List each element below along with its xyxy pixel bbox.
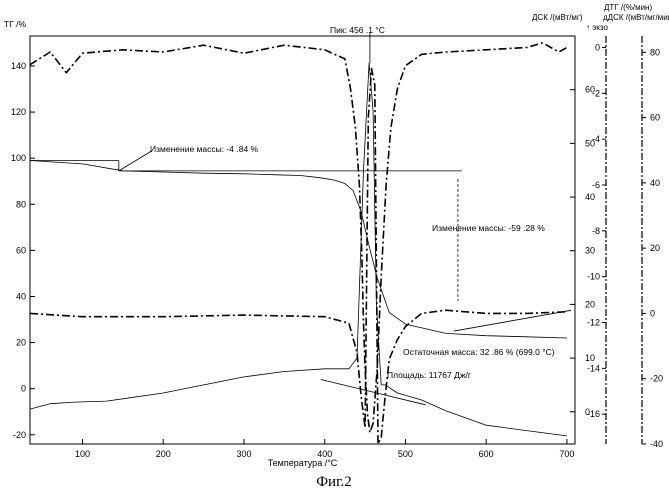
tg-tick-label: 100 bbox=[11, 153, 26, 163]
exo-direction-label: ↑ экзо bbox=[586, 23, 608, 32]
mass-change-2-label: Изменение массы: -59 .28 % bbox=[432, 223, 545, 233]
x-tick-label: 200 bbox=[156, 449, 171, 459]
ddsc-tick-label: 40 bbox=[650, 178, 660, 188]
axes-group: 100200300400500600700Температура /°C-200… bbox=[4, 3, 669, 468]
dtg-tick-label: -12 bbox=[587, 318, 600, 328]
ddsc-tick-label: 20 bbox=[650, 243, 660, 253]
x-tick-label: 600 bbox=[479, 449, 494, 459]
x-tick-label: 300 bbox=[236, 449, 251, 459]
ddsc-tick-label: 0 bbox=[650, 308, 655, 318]
plot-frame bbox=[30, 36, 575, 444]
ddsc-tick-label: 80 bbox=[650, 47, 660, 57]
x-tick-label: 500 bbox=[398, 449, 413, 459]
x-tick-label: 100 bbox=[75, 449, 90, 459]
tg-tick-label: 20 bbox=[16, 338, 26, 348]
residual-mass-label: Остаточная масса: 32 .86 % (699.0 °C) bbox=[403, 347, 555, 357]
tg-tick-label: 0 bbox=[21, 384, 26, 394]
tg-tick-label: 140 bbox=[11, 61, 26, 71]
tg-tick-label: 40 bbox=[16, 291, 26, 301]
dtg-curve bbox=[30, 43, 567, 433]
tg-curve bbox=[30, 161, 567, 339]
dtg-tick-label: -2 bbox=[592, 88, 600, 98]
dsc-tick-label: 40 bbox=[585, 192, 595, 202]
series-group bbox=[30, 43, 567, 444]
tg-tick-label: -20 bbox=[13, 430, 26, 440]
dsc-tick-label: 10 bbox=[585, 353, 595, 363]
ddsc-axis-label: дДСК /(мВт/мг/мин) bbox=[603, 13, 669, 22]
dsc-axis-label: ДСК /(мВт/мг) bbox=[532, 13, 583, 22]
x-tick-label: 700 bbox=[559, 449, 574, 459]
peak-label: Пик: 456 .1 °C bbox=[330, 25, 385, 35]
dsc-tick-label: 30 bbox=[585, 246, 595, 256]
dtg-tick-label: -10 bbox=[587, 272, 600, 282]
tg-tick-label: 120 bbox=[11, 107, 26, 117]
tg-axis-label: ТГ /% bbox=[4, 19, 27, 29]
ddsc-tick-label: -40 bbox=[650, 439, 663, 449]
dtg-tick-label: -16 bbox=[587, 409, 600, 419]
peak-area-label: Площадь: 11767 Дж/г bbox=[387, 370, 471, 380]
dtg-tick-label: -8 bbox=[592, 226, 600, 236]
dsc-curve bbox=[30, 63, 567, 436]
tg-tick-label: 80 bbox=[16, 199, 26, 209]
area-baseline bbox=[321, 379, 426, 404]
mass-change-1-label: Изменение массы: -4 .84 % bbox=[150, 144, 259, 154]
dtg-axis-label: ДТГ /(%/мин) bbox=[604, 3, 652, 12]
mass1-leader-line bbox=[119, 151, 151, 171]
dsc-tick-label: 20 bbox=[585, 299, 595, 309]
ddsc-tick-label: 60 bbox=[650, 113, 660, 123]
plot-area-border bbox=[30, 36, 575, 444]
ddsc-curve bbox=[30, 69, 567, 444]
ddsc-tick-label: -20 bbox=[650, 374, 663, 384]
tg-tick-label: 60 bbox=[16, 245, 26, 255]
dtg-tick-label: -4 bbox=[592, 134, 600, 144]
dtg-tick-label: -14 bbox=[587, 363, 600, 373]
annotations-group: Пик: 456 .1 °C Изменение массы: -4 .84 %… bbox=[30, 25, 571, 405]
figure-caption: Фиг.2 bbox=[316, 474, 352, 490]
x-axis-label: Температура /°C bbox=[268, 458, 338, 468]
dtg-tick-label: -6 bbox=[592, 180, 600, 190]
dtg-tick-label: 0 bbox=[595, 42, 600, 52]
